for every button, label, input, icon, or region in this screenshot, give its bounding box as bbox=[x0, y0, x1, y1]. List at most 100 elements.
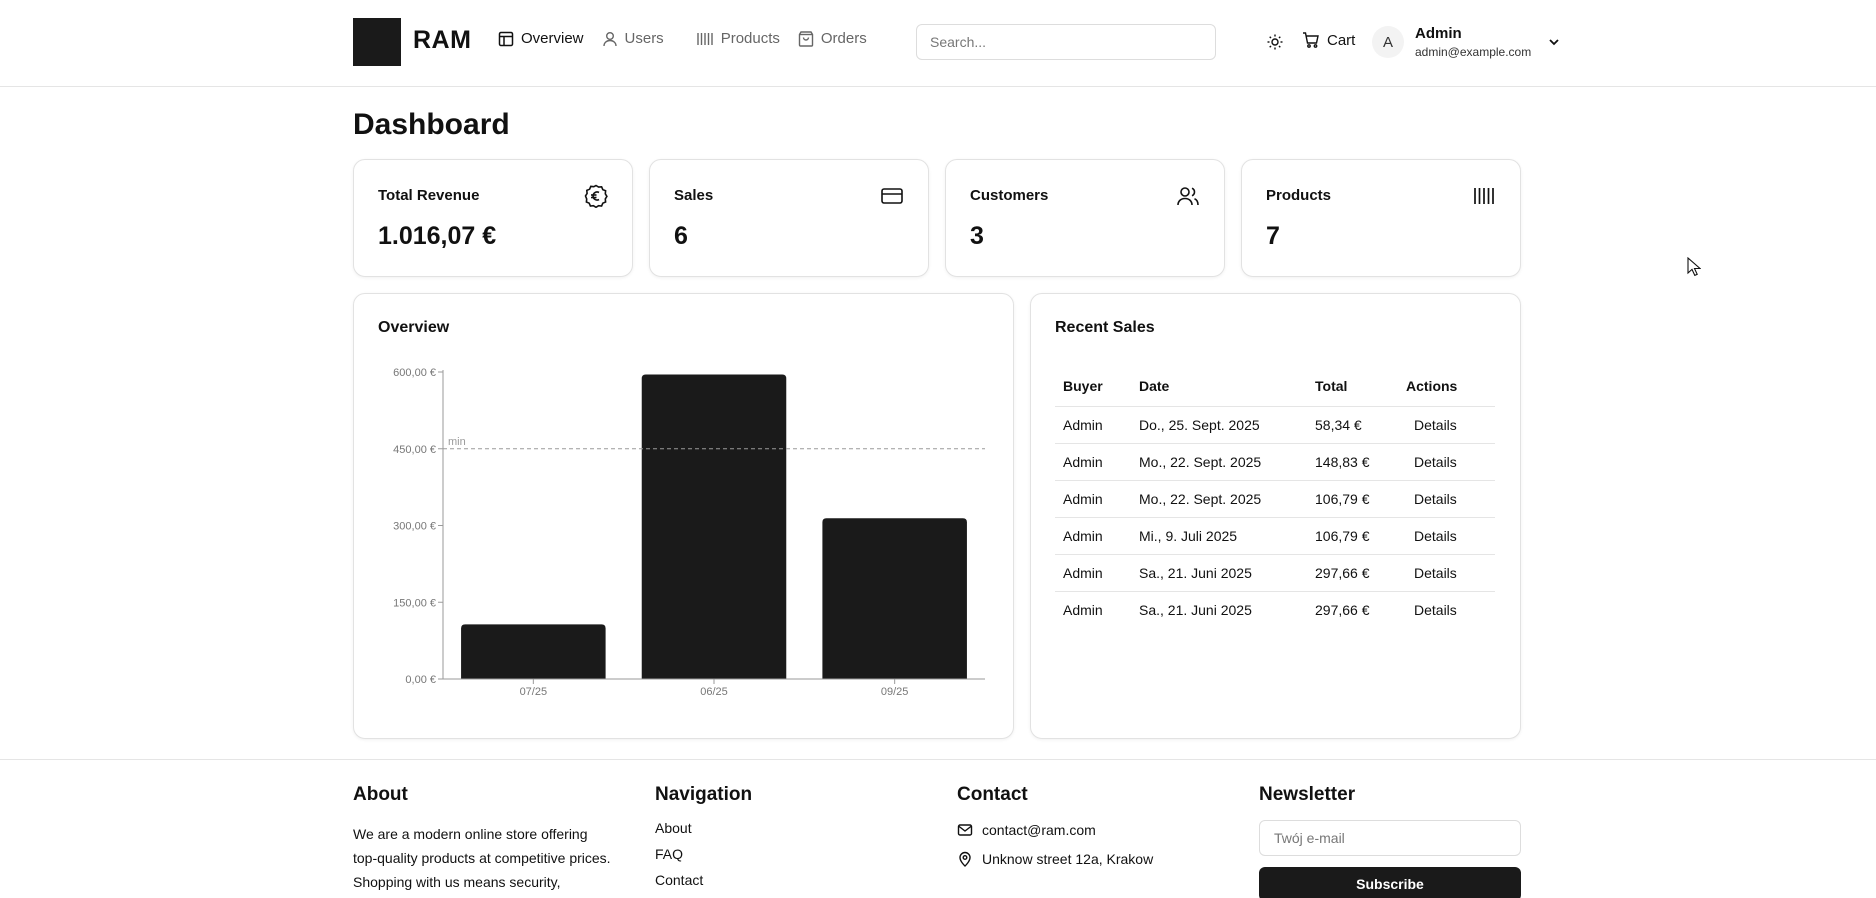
reference-line-label: min bbox=[448, 436, 466, 448]
cell-date: Sa., 21. Juni 2025 bbox=[1139, 601, 1252, 618]
newsletter-email-input[interactable] bbox=[1259, 820, 1521, 856]
mouse-cursor-icon bbox=[1687, 257, 1701, 277]
mail-icon bbox=[957, 822, 973, 838]
brand-name[interactable]: RAM bbox=[413, 26, 472, 54]
cell-date: Do., 25. Sept. 2025 bbox=[1131, 406, 1307, 444]
subscribe-button[interactable]: Subscribe bbox=[1259, 867, 1521, 898]
cell-total: 58,34 € bbox=[1307, 406, 1398, 444]
stat-value: 3 bbox=[970, 222, 984, 250]
details-button[interactable]: Details bbox=[1414, 601, 1457, 618]
table-row: Admin Mo., 22. Sept. 2025 106,79 € Detai… bbox=[1055, 480, 1495, 518]
cell-date: Mo., 22. Sept. 2025 bbox=[1131, 443, 1307, 481]
page-title: Dashboard bbox=[353, 108, 510, 141]
contact-email[interactable]: contact@ram.com bbox=[982, 822, 1096, 838]
footer-contact: Contact contact@ram.com Unknow street 12… bbox=[957, 784, 1153, 867]
theme-toggle-button[interactable] bbox=[1266, 33, 1284, 51]
nav-item-users[interactable]: Users bbox=[602, 30, 664, 47]
stat-value: 1.016,07 € bbox=[378, 222, 497, 250]
credit-card-icon bbox=[880, 184, 904, 208]
cell-date: Mi., 9. Juli 2025 bbox=[1131, 517, 1307, 555]
stat-label: Total Revenue bbox=[378, 187, 480, 204]
contact-address-row: Unknow street 12a, Krakow bbox=[957, 851, 1153, 867]
cell-buyer: Admin bbox=[1063, 601, 1103, 618]
table-row: Admin Sa., 21. Juni 2025 297,66 € Detail… bbox=[1055, 554, 1495, 592]
nav-item-label: Users bbox=[624, 30, 664, 47]
cell-date: Mo., 22. Sept. 2025 bbox=[1131, 480, 1307, 518]
footer-navigation-title: Navigation bbox=[655, 784, 753, 805]
euro-icon bbox=[584, 184, 608, 208]
details-button[interactable]: Details bbox=[1414, 490, 1457, 507]
details-button[interactable]: Details bbox=[1414, 527, 1457, 544]
top-navbar: RAM Overview Users Products Orders bbox=[0, 0, 1876, 87]
recent-sales-card: Recent Sales Buyer Date Total Actions Ad… bbox=[1030, 293, 1521, 739]
shopping-bag-icon bbox=[798, 30, 814, 47]
cell-total: 297,66 € bbox=[1315, 601, 1370, 618]
y-tick-label: 300,00 € bbox=[393, 521, 436, 533]
chevron-down-icon bbox=[1547, 35, 1561, 49]
footer-link-faq[interactable]: FAQ bbox=[655, 846, 684, 862]
footer-about: About We are a modern online store offer… bbox=[353, 784, 613, 894]
cart-button[interactable]: Cart bbox=[1302, 31, 1355, 49]
sun-icon bbox=[1266, 33, 1284, 51]
nav-item-overview[interactable]: Overview bbox=[498, 30, 584, 47]
y-tick-label: 600,00 € bbox=[393, 367, 436, 379]
stat-label: Sales bbox=[674, 187, 714, 204]
cell-total: 297,66 € bbox=[1307, 554, 1398, 592]
x-tick-label: 09/25 bbox=[881, 686, 909, 698]
column-header-total: Total bbox=[1307, 366, 1398, 407]
table-row: Admin Do., 25. Sept. 2025 58,34 € Detail… bbox=[1055, 406, 1495, 444]
cell-buyer: Admin bbox=[1055, 480, 1131, 518]
nav-item-products[interactable]: Products bbox=[696, 30, 780, 47]
cell-buyer: Admin bbox=[1055, 443, 1131, 481]
map-pin-icon bbox=[957, 851, 973, 867]
table-row: Admin Sa., 21. Juni 2025 297,66 € Detail… bbox=[1055, 591, 1495, 628]
cell-buyer: Admin bbox=[1055, 554, 1131, 592]
stat-card-customers: Customers 3 bbox=[945, 159, 1225, 277]
logo-mark[interactable] bbox=[353, 18, 401, 66]
search-input[interactable] bbox=[916, 24, 1216, 60]
contact-email-row: contact@ram.com bbox=[957, 822, 1153, 838]
user-icon bbox=[602, 31, 618, 47]
user-menu-toggle[interactable] bbox=[1547, 35, 1561, 49]
nav-item-label: Products bbox=[720, 30, 780, 47]
recent-sales-title: Recent Sales bbox=[1055, 319, 1155, 336]
footer-about-text: We are a modern online store offering to… bbox=[353, 826, 611, 890]
barcode-icon bbox=[1472, 184, 1496, 208]
footer-about-title: About bbox=[353, 784, 408, 805]
y-tick-label: 0,00 € bbox=[405, 674, 436, 686]
chart-bar bbox=[641, 374, 787, 679]
stat-card-products: Products 7 bbox=[1241, 159, 1521, 277]
table-row: Admin Mi., 9. Juli 2025 106,79 € Details bbox=[1055, 517, 1495, 555]
overview-chart-card: Overview 0,00 € 150,00 € 300,00 € 450,00 € 6… bbox=[353, 293, 1014, 739]
column-header-actions: Actions bbox=[1398, 366, 1495, 407]
footer-link-about[interactable]: About bbox=[655, 820, 692, 836]
cell-total: 106,79 € bbox=[1307, 480, 1398, 518]
table-row: Admin Mo., 22. Sept. 2025 148,83 € Detai… bbox=[1055, 443, 1495, 481]
details-button[interactable]: Details bbox=[1414, 564, 1457, 581]
x-tick-label: 07/25 bbox=[520, 686, 548, 698]
nav-item-orders[interactable]: Orders bbox=[798, 30, 867, 47]
chart-bar bbox=[461, 624, 606, 679]
details-button[interactable]: Details bbox=[1414, 416, 1457, 433]
footer-contact-title: Contact bbox=[957, 784, 1028, 805]
user-name: Admin bbox=[1415, 25, 1462, 42]
column-header-buyer: Buyer bbox=[1055, 366, 1131, 407]
cart-label: Cart bbox=[1327, 31, 1356, 49]
cell-buyer: Admin bbox=[1055, 406, 1131, 444]
stat-value: 7 bbox=[1266, 222, 1280, 250]
details-button[interactable]: Details bbox=[1414, 453, 1457, 470]
cell-total: 148,83 € bbox=[1307, 443, 1398, 481]
y-tick-label: 150,00 € bbox=[393, 597, 436, 609]
cell-buyer: Admin bbox=[1055, 517, 1131, 555]
footer-link-contact[interactable]: Contact bbox=[655, 872, 704, 888]
stat-card-revenue: Total Revenue 1.016,07 € bbox=[353, 159, 633, 277]
avatar[interactable]: A bbox=[1372, 26, 1404, 58]
footer-navigation: Navigation About FAQ Contact bbox=[655, 784, 752, 888]
nav-item-label: Overview bbox=[521, 30, 584, 47]
stat-label: Customers bbox=[970, 187, 1049, 204]
contact-address: Unknow street 12a, Krakow bbox=[982, 851, 1154, 867]
stat-card-sales: Sales 6 bbox=[649, 159, 929, 277]
chart-bar bbox=[822, 518, 967, 679]
x-tick-label: 06/25 bbox=[700, 686, 728, 698]
overview-bar-chart: 0,00 € 150,00 € 300,00 € 450,00 € 600,00 € 07… bbox=[393, 367, 985, 698]
